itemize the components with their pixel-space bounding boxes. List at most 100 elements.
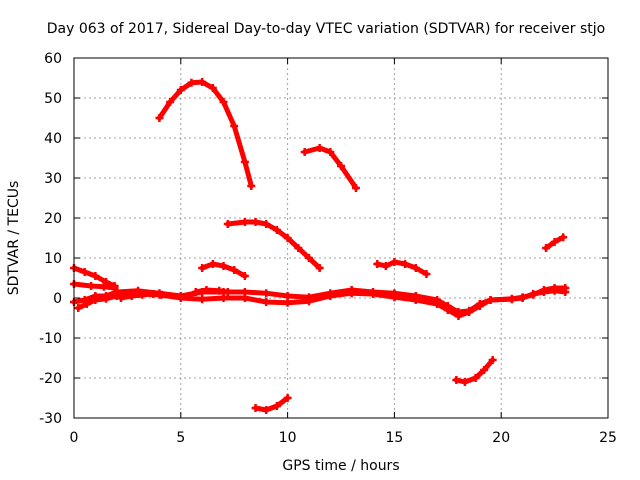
- y-tick-label: -10: [39, 331, 62, 347]
- data-point: [87, 282, 96, 290]
- y-axis-label: SDTVAR / TECUs: [6, 181, 22, 296]
- data-point: [262, 406, 271, 414]
- data-point: [82, 300, 91, 308]
- data-point: [337, 162, 345, 170]
- data-point: [488, 356, 497, 364]
- x-tick-label: 0: [70, 430, 79, 446]
- data-point: [91, 296, 100, 304]
- x-tick-label: 5: [176, 430, 185, 446]
- data-point: [112, 292, 121, 300]
- data-point: [294, 244, 303, 252]
- data-point: [315, 144, 324, 152]
- data-point: [138, 290, 147, 299]
- x-axis-label: GPS time / hours: [282, 458, 399, 474]
- grid: [74, 58, 608, 418]
- data-point: [326, 292, 335, 300]
- data-point: [559, 233, 568, 242]
- y-tick-label: 40: [44, 131, 62, 147]
- data-point: [542, 244, 551, 252]
- series-arc-l: [452, 356, 497, 386]
- data-point: [240, 158, 249, 166]
- data-point: [529, 290, 538, 298]
- data-point: [390, 293, 399, 302]
- data-point: [272, 226, 281, 234]
- data-point: [187, 78, 196, 87]
- data-point: [127, 292, 136, 300]
- data-point: [198, 295, 207, 304]
- data-point: [240, 294, 249, 302]
- data-point: [433, 300, 442, 308]
- series-line: [71, 281, 118, 291]
- series-line: [193, 287, 231, 295]
- series-line: [253, 395, 291, 413]
- y-tick-label: 0: [53, 291, 62, 307]
- plot-frame: [73, 57, 609, 419]
- data-point: [219, 294, 228, 302]
- series-arc-d: [116, 290, 166, 302]
- data-point: [315, 264, 324, 272]
- data-point: [166, 98, 175, 106]
- data-point: [262, 289, 271, 298]
- data-point: [155, 114, 164, 122]
- y-tick-label: 30: [44, 171, 62, 187]
- data-point: [223, 288, 232, 296]
- data-point: [347, 289, 356, 298]
- data-point: [422, 270, 431, 278]
- data-point: [208, 84, 217, 92]
- data-point: [443, 306, 452, 314]
- data-point: [198, 264, 207, 272]
- data-point: [283, 394, 292, 402]
- data-point: [351, 184, 360, 192]
- data-point: [452, 376, 461, 384]
- data-point: [176, 86, 185, 94]
- data-point: [283, 234, 292, 242]
- data-point: [300, 148, 309, 156]
- y-tick-label: 20: [44, 211, 62, 227]
- series-arc-j: [300, 144, 360, 192]
- data-point: [80, 268, 89, 276]
- series-arc-f: [155, 78, 256, 190]
- data-point: [208, 260, 217, 268]
- ticks: 0 5 10 15 20 25 -30 -20 -10 0 10 20 30 40 50 60: [39, 51, 617, 446]
- data-point: [373, 260, 382, 268]
- data-point: [390, 258, 399, 266]
- series-arc-h: [223, 218, 324, 272]
- data-point: [518, 294, 527, 302]
- data-point: [102, 294, 111, 303]
- y-tick-label: -20: [39, 371, 62, 387]
- data-point: [550, 286, 559, 295]
- y-tick-label: 50: [44, 91, 62, 107]
- data-point: [102, 278, 111, 286]
- data-point: [550, 238, 559, 246]
- data-point: [176, 294, 185, 302]
- data-point: [401, 260, 410, 268]
- data-point: [157, 290, 166, 299]
- data-point: [381, 262, 390, 270]
- data-point: [304, 254, 313, 262]
- data-point: [283, 298, 292, 307]
- data-point: [230, 266, 239, 274]
- data-point: [247, 182, 256, 190]
- data-point: [283, 292, 292, 300]
- data-point: [561, 288, 570, 296]
- x-tick-label: 10: [279, 430, 297, 446]
- y-tick-label: 10: [44, 251, 62, 267]
- data-point: [454, 312, 463, 320]
- data-point: [262, 298, 271, 306]
- data-point: [219, 98, 228, 106]
- data-point: [369, 290, 378, 298]
- data-point: [507, 295, 516, 304]
- data-point: [486, 296, 495, 304]
- data-point: [240, 218, 249, 226]
- data-point: [475, 302, 484, 310]
- data-point: [91, 272, 100, 280]
- data-point: [272, 402, 281, 410]
- data-point: [304, 297, 313, 306]
- series-line: [156, 79, 254, 189]
- data-point: [215, 286, 224, 295]
- data-point: [480, 366, 489, 374]
- data-point: [230, 122, 239, 130]
- x-tick-label: 20: [492, 430, 510, 446]
- data-point: [202, 286, 211, 294]
